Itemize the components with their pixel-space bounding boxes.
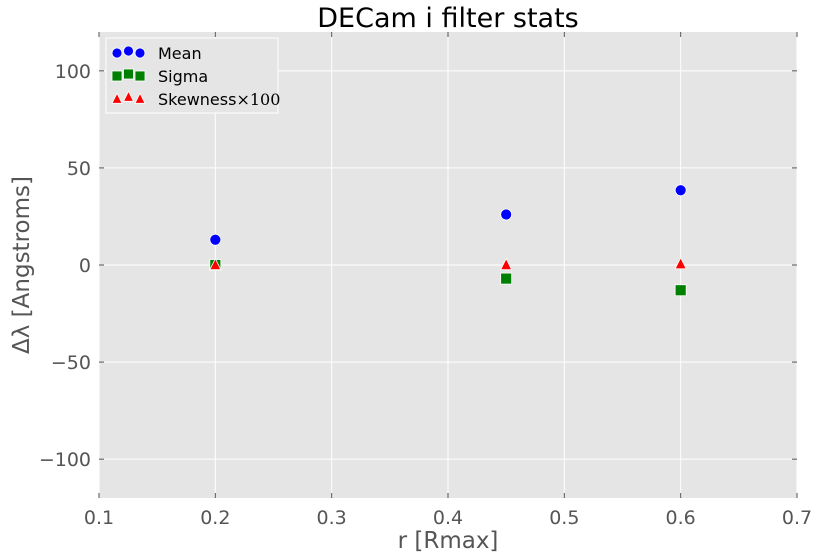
x-tick-label: 0.1 [84, 507, 114, 529]
y-tick-label: 50 [67, 158, 91, 180]
data-points [209, 184, 687, 297]
x-tick-label: 0.3 [317, 507, 347, 529]
legend-sigma-label: Sigma [158, 67, 208, 86]
y-axis-label: Δλ [Angstroms] [9, 176, 35, 354]
legend-sigma-marker [123, 68, 134, 80]
y-tick-label: 100 [55, 61, 91, 83]
x-tick-label: 0.7 [782, 507, 812, 529]
legend-skewness-marker [122, 90, 135, 102]
legend-skewness-marker [111, 92, 123, 104]
x-tick-label: 0.2 [200, 507, 230, 529]
axis-ticks: 0.1 0.2 0.3 0.4 0.5 0.6 0.7 −100 −50 0 50 100 [39, 32, 812, 529]
x-axis-label: r [Rmax] [398, 528, 499, 554]
mean-point [500, 208, 513, 221]
legend-mean-label: Mean [158, 44, 202, 63]
sigma-point [674, 284, 687, 297]
legend-mean-marker [134, 47, 146, 59]
legend: Mean Sigma Skewness×100 [105, 37, 280, 114]
legend-mean-marker [123, 45, 134, 57]
legend-skewness-suffix: ×100 [236, 90, 280, 109]
legend-skewness-marker [134, 92, 146, 104]
x-tick-label: 0.5 [549, 507, 579, 529]
x-tick-label: 0.6 [666, 507, 696, 529]
x-tick-label: 0.4 [433, 507, 463, 529]
y-tick-label: −100 [39, 449, 91, 471]
legend-skewness-label: Skewness×100 [158, 90, 280, 109]
y-tick-label: −50 [51, 352, 91, 374]
legend-sigma-marker [134, 70, 146, 82]
skewness-point [500, 257, 513, 271]
sigma-point [500, 272, 513, 285]
skewness-point [674, 256, 687, 270]
legend-sigma-marker [111, 70, 123, 82]
chart-title: DECam i filter stats [317, 3, 578, 34]
mean-point [674, 184, 687, 197]
y-tick-label: 0 [79, 255, 91, 277]
skewness-point [209, 257, 222, 271]
legend-mean-marker [111, 47, 123, 59]
mean-point [209, 233, 222, 246]
